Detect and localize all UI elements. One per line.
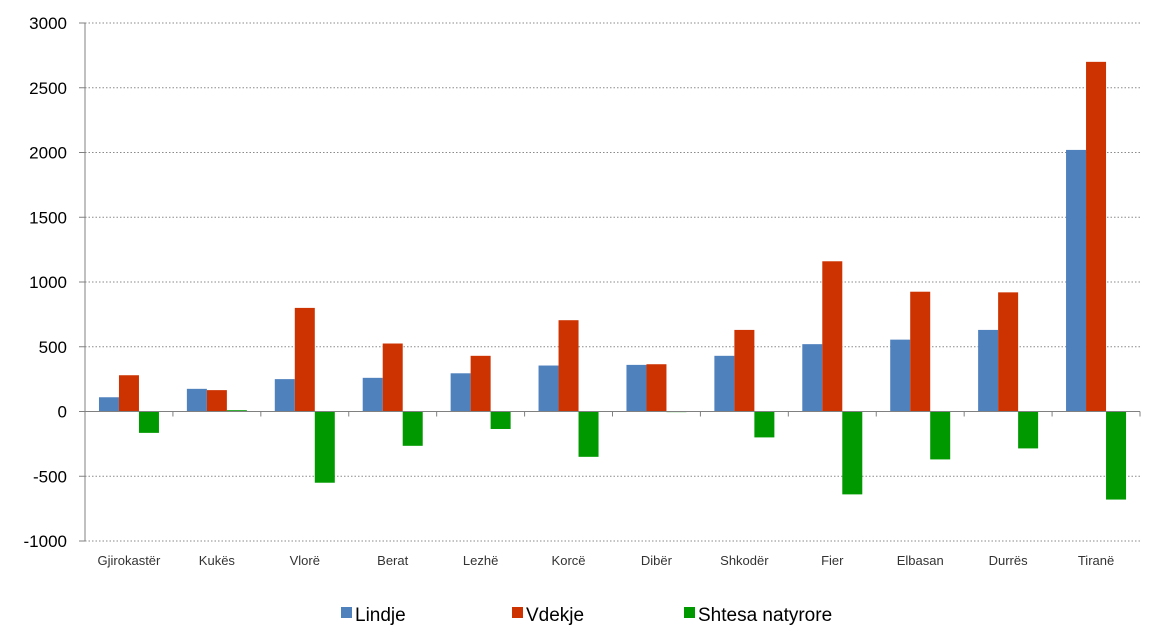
legend-swatch — [341, 607, 352, 618]
legend: Lindje Vdekje Shtesa natyrore — [341, 605, 832, 625]
y-tick-label: 2500 — [29, 79, 67, 98]
y-tick-label: 0 — [58, 403, 67, 422]
bars — [98, 61, 1127, 500]
y-tick-label: -500 — [33, 467, 67, 486]
y-tick-label: -1000 — [24, 532, 67, 551]
bar-lindje — [978, 329, 999, 412]
x-tick-label: Elbasan — [897, 553, 944, 568]
bar-lindje — [802, 344, 823, 412]
bar-vdekje — [998, 292, 1019, 412]
bar-vdekje — [382, 343, 403, 412]
x-tick-label: Kukës — [199, 553, 236, 568]
bar-vdekje — [646, 364, 667, 412]
y-tick-label: 1000 — [29, 273, 67, 292]
y-tick-label: 1500 — [29, 208, 67, 227]
bar-vdekje — [734, 329, 755, 412]
bar-shtesa-natyrore — [314, 411, 335, 483]
bar-lindje — [626, 364, 647, 412]
x-tick-label: Dibër — [641, 553, 673, 568]
legend-swatch — [512, 607, 523, 618]
x-tick-label: Lezhë — [463, 553, 498, 568]
legend-label: Lindje — [355, 605, 406, 625]
x-tick-label: Vlorë — [290, 553, 320, 568]
bar-shtesa-natyrore — [226, 410, 247, 412]
bar-lindje — [450, 373, 471, 412]
bar-shtesa-natyrore — [138, 411, 159, 433]
x-tick-label: Shkodër — [720, 553, 769, 568]
bar-vdekje — [1086, 61, 1107, 412]
bar-vdekje — [470, 355, 491, 412]
bar-shtesa-natyrore — [1106, 411, 1127, 500]
gridlines — [85, 22, 1140, 542]
x-tick-label: Durrës — [989, 553, 1029, 568]
bar-lindje — [98, 397, 119, 412]
y-tick-label: 500 — [39, 338, 67, 357]
bar-vdekje — [294, 307, 315, 412]
bar-lindje — [274, 379, 295, 412]
y-tick-label: 2000 — [29, 144, 67, 163]
bar-vdekje — [118, 375, 139, 412]
bar-shtesa-natyrore — [490, 411, 511, 429]
bar-lindje — [714, 355, 735, 412]
bar-shtesa-natyrore — [1018, 411, 1039, 449]
bar-lindje — [186, 388, 207, 412]
bar-vdekje — [206, 390, 227, 412]
x-tick-label: Fier — [821, 553, 844, 568]
bar-shtesa-natyrore — [754, 411, 775, 438]
bar-vdekje — [910, 291, 931, 412]
x-tick-label: Korcë — [552, 553, 586, 568]
legend-label: Vdekje — [526, 605, 584, 625]
bar-shtesa-natyrore — [578, 411, 599, 457]
bar-shtesa-natyrore — [842, 411, 863, 495]
bar-lindje — [1066, 149, 1087, 412]
bar-lindje — [890, 339, 911, 412]
x-axis-ticks: Gjirokastër Kukës Vlorë Berat Lezhë Korcë Dibë… — [84, 411, 1141, 568]
y-tick-label: 3000 — [29, 14, 67, 33]
bar-shtesa-natyrore — [402, 411, 423, 446]
bar-lindje — [538, 365, 559, 412]
x-tick-label: Gjirokastër — [98, 553, 162, 568]
y-axis-ticks: -1000 -500 0 500 1000 1500 2000 2500 3000 — [24, 14, 85, 551]
bar-vdekje — [822, 261, 843, 412]
bar-vdekje — [558, 320, 579, 412]
x-tick-label: Tiranë — [1078, 553, 1114, 568]
legend-swatch — [684, 607, 695, 618]
bar-shtesa-natyrore — [930, 411, 951, 460]
legend-label: Shtesa natyrore — [698, 605, 832, 625]
bar-lindje — [362, 377, 383, 412]
x-tick-label: Berat — [377, 553, 408, 568]
